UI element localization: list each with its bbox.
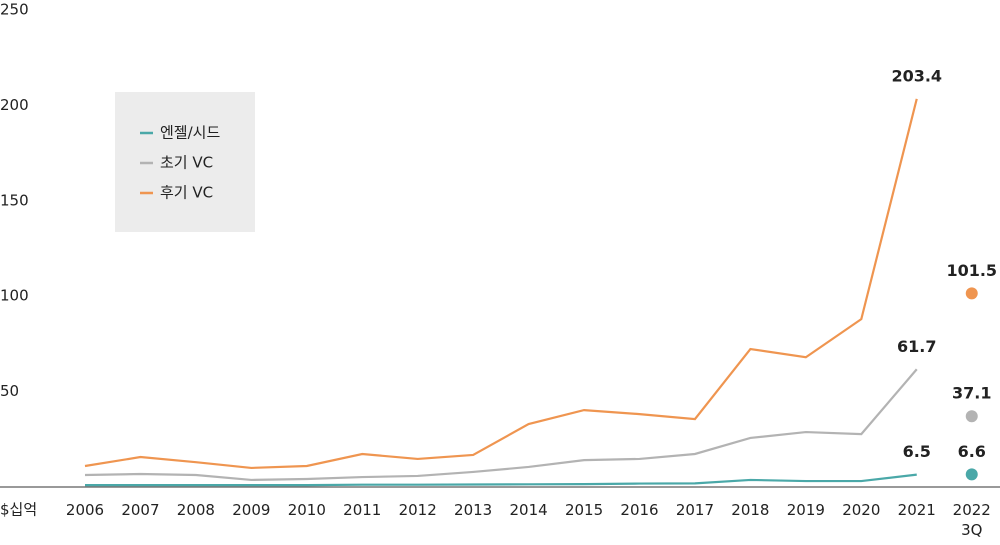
point-marker — [965, 468, 978, 481]
x-tick-label: 2010 — [287, 501, 326, 519]
x-tick-label: 2015 — [564, 501, 604, 519]
series-line — [84, 98, 918, 470]
legend-label: 후기 VC — [160, 184, 213, 202]
point-marker — [965, 410, 978, 423]
y-axis-label: $십억 — [0, 501, 37, 519]
x-tick-label: 2018 — [731, 501, 770, 519]
data-label: 101.5 — [946, 261, 997, 280]
legend-box — [115, 92, 255, 232]
x-tick-label: 2021 — [897, 501, 936, 519]
x-tick-label: 2016 — [620, 501, 659, 519]
x-tick-label: 2012 — [398, 501, 437, 519]
y-tick-label: 200 — [0, 96, 29, 114]
series-line — [85, 473, 917, 487]
x-tick-label: 2006 — [65, 501, 105, 519]
x-tick-label: 2011 — [343, 501, 382, 519]
data-label: 6.6 — [958, 442, 986, 461]
x-tick-label: 2019 — [786, 501, 825, 519]
y-tick-label: 50 — [0, 382, 19, 400]
series-line — [84, 368, 918, 482]
y-tick-label: 250 — [0, 1, 29, 19]
x-tick-label: 2009 — [232, 501, 271, 519]
x-tick-label: 2020 — [842, 501, 881, 519]
x-tick-label: 2022 3Q — [952, 501, 991, 539]
data-label: 61.7 — [897, 337, 936, 356]
x-tick-label: 2014 — [509, 501, 548, 519]
x-tick-label: 2007 — [121, 501, 160, 519]
data-label: 6.5 — [903, 442, 931, 461]
x-tick-label: 2013 — [454, 501, 493, 519]
data-label: 203.4 — [891, 66, 942, 85]
y-tick-label: 150 — [0, 191, 29, 209]
y-tick-label: 100 — [0, 287, 29, 305]
legend-label: 엔젤/시드 — [160, 124, 220, 142]
point-marker — [965, 287, 978, 300]
data-label: 37.1 — [952, 384, 991, 403]
x-tick-label: 2008 — [176, 501, 215, 519]
x-tick-label: 2017 — [675, 501, 715, 519]
legend-label: 초기 VC — [160, 154, 213, 172]
